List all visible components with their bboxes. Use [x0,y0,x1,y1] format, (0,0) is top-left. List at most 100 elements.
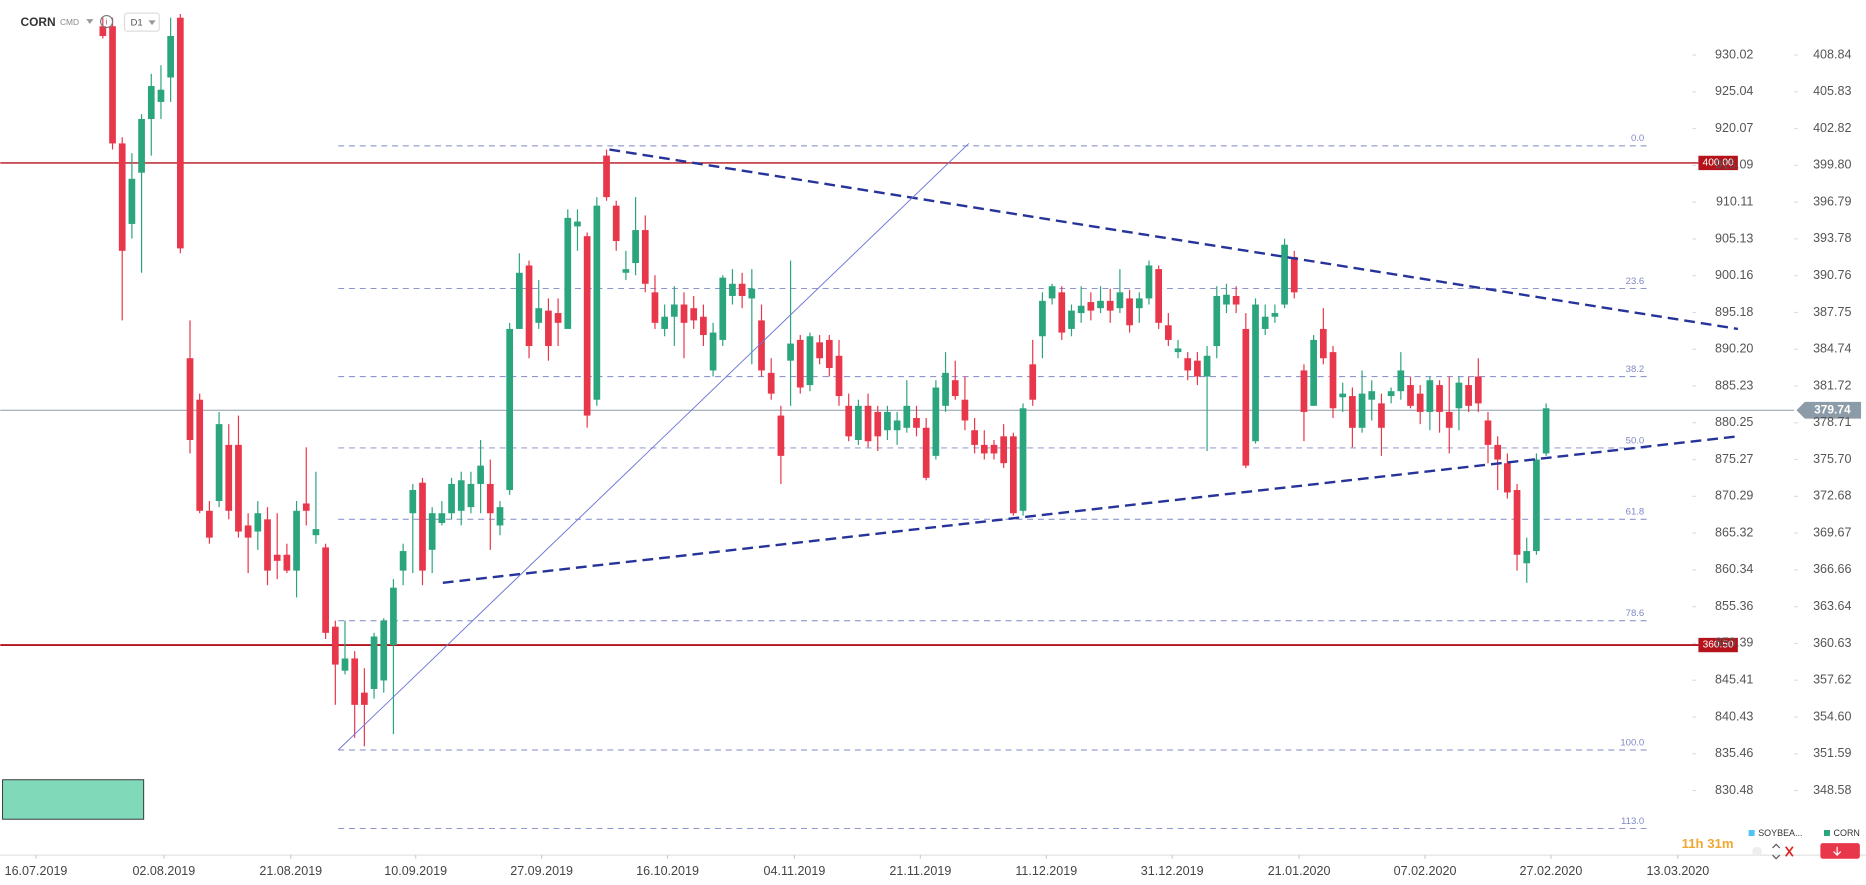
candle-body [864,405,872,442]
candle-body [806,336,814,386]
candle-body [1068,310,1075,329]
x-tick-label: 11.12.2019 [1015,864,1077,878]
interval: D1 [131,17,143,28]
candle-body [700,316,707,336]
candle-body [1126,298,1133,326]
dropdown-arrow[interactable] [86,19,94,24]
candle-body [990,444,998,454]
y2-tick-label: 890.20 [1715,342,1753,356]
candle-body [1504,463,1511,493]
candle-body [486,483,494,514]
y-tick-label: 366.66 [1813,562,1851,576]
y2-tick-label: 880.25 [1715,415,1753,429]
candle-body [574,221,581,227]
candle-body [641,230,649,284]
y2-tick-label: 845.41 [1715,673,1753,687]
candle-body [922,427,930,478]
candle-body [109,26,116,144]
candle-body [206,510,213,538]
x-tick-label: 02.08.2019 [132,864,195,878]
info-icon[interactable] [100,14,114,29]
candle-body [554,313,562,323]
y-tick-label: 399.80 [1813,158,1851,172]
y-tick-label: 351.59 [1813,746,1851,760]
candle-body [1087,302,1095,311]
fib-label: 38.2 [1626,364,1645,375]
candle-body [264,519,271,571]
candle-body [1213,295,1221,347]
y-tick-label: 378.71 [1813,415,1851,429]
y2-tick-label: 915.09 [1715,158,1753,172]
candle-body [438,513,446,523]
candle-body [874,411,882,437]
y-tick-label: 363.64 [1813,599,1851,613]
candle-body [1048,286,1056,299]
candle-body [1465,385,1472,406]
candle-body [535,308,543,323]
y-tick-label: 360.63 [1813,636,1851,650]
candle-body [331,626,339,665]
candle-body [370,636,378,689]
fib-label: 100.0 [1620,737,1644,748]
candle-body [825,339,833,368]
candle-body [1455,382,1463,409]
y2-tick-label: 830.48 [1715,783,1753,797]
candle-body [787,343,794,361]
candle-body [1097,300,1104,309]
candle-body [1039,300,1046,337]
y-tick-label: 348.58 [1813,783,1851,797]
candle-body [1368,391,1376,400]
interval-box[interactable] [123,12,160,32]
y-tick-label: 357.62 [1813,673,1851,687]
candle-body [593,205,601,400]
y2-tick-label: 895.18 [1715,305,1753,319]
candle-body [1164,325,1172,340]
y2-tick-label: 920.07 [1715,121,1753,135]
candle-body [971,430,978,445]
market: CMD [60,17,79,27]
candle-body [448,483,455,514]
candle-body [942,372,949,406]
corn-badge[interactable] [1820,843,1860,859]
candle-body [167,36,174,78]
move-icon[interactable] [1772,843,1781,860]
panel-box [2,779,145,820]
candle-body [767,372,775,394]
candle-body [525,265,533,347]
candle-body [1106,300,1114,311]
candle-body [1300,370,1308,412]
candle-body [341,658,349,671]
candle-body [157,89,165,102]
candle-body [138,119,145,173]
x-tick-label: 31.12.2019 [1141,864,1204,878]
candle-body [1349,396,1356,428]
y2-tick-label: 850.39 [1715,636,1753,650]
overlay: 400.00 360.50 379.74 [1698,155,1862,653]
y-tick-label: 390.76 [1813,268,1851,282]
candle-body [399,551,407,571]
candle-body [1010,436,1017,514]
candle-body [738,283,746,296]
y-tick-label: 354.60 [1813,709,1851,723]
symbol[interactable]: CORN [20,15,55,29]
close-icon[interactable] [1785,846,1794,857]
candle-body [1474,376,1482,404]
candle-body [758,320,765,371]
candle-body [583,236,591,416]
toggle[interactable] [1752,846,1762,857]
candle-body [835,355,843,397]
candle-body [176,17,184,249]
x-tick-label: 04.11.2019 [764,864,826,878]
x-tick-label: 16.07.2019 [5,864,68,878]
y2-tick-label: 835.46 [1715,746,1753,760]
candle-body [816,342,823,359]
candle-body [1426,380,1434,412]
candle-body [796,339,804,388]
candle-body [903,405,911,428]
candle-body [99,26,107,37]
candle-body [1194,360,1201,377]
candle-body [1339,393,1347,398]
candle-body [729,283,736,296]
candle-body [506,328,514,491]
candle-body [1542,408,1550,454]
